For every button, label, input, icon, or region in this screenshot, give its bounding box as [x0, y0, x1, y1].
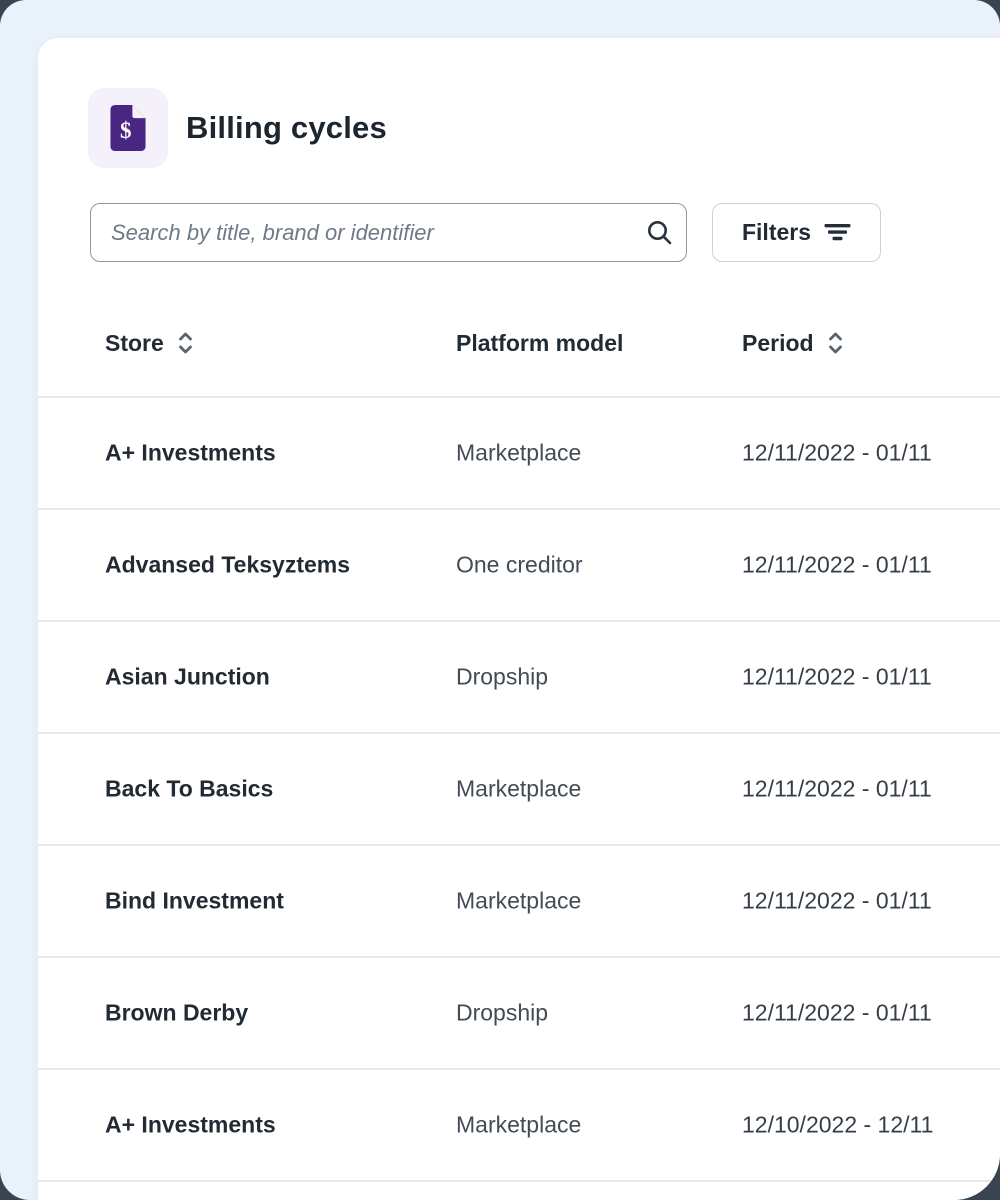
svg-text:$: $: [120, 118, 132, 143]
column-header-platform-model: Platform model: [456, 290, 623, 396]
filters-button[interactable]: Filters: [712, 203, 881, 262]
column-header-period-label: Period: [742, 329, 814, 356]
cell-period: 12/11/2022 - 01/11: [742, 663, 932, 690]
column-header-store[interactable]: Store: [105, 290, 193, 396]
table-body: A+ Investments Marketplace 12/11/2022 - …: [38, 398, 1000, 1182]
cell-period: 12/11/2022 - 01/11: [742, 887, 932, 914]
filter-icon: [824, 223, 851, 242]
cell-platform-model: Marketplace: [456, 439, 582, 466]
billing-cycles-card: $ Billing cycles Filters: [38, 38, 1000, 1200]
table-row[interactable]: Brown Derby Dropship 12/11/2022 - 01/11: [38, 958, 1000, 1070]
column-header-platform-model-label: Platform model: [456, 329, 624, 356]
sort-chevrons-icon: [828, 331, 843, 355]
column-header-store-label: Store: [105, 329, 164, 356]
table-row[interactable]: A+ Investments Marketplace 12/11/2022 - …: [38, 398, 1000, 510]
cell-platform-model: Dropship: [456, 663, 549, 690]
cell-period: 12/10/2022 - 12/11: [742, 1111, 934, 1138]
table-header-row: Store Platform model Period: [38, 290, 1000, 398]
cell-store: A+ Investments: [105, 439, 276, 466]
table-row[interactable]: A+ Investments Marketplace 12/10/2022 - …: [38, 1070, 1000, 1182]
filters-button-label: Filters: [741, 219, 812, 245]
cell-store: Advansed Teksyztems: [105, 551, 351, 578]
cell-store: Brown Derby: [105, 999, 249, 1026]
cell-period: 12/11/2022 - 01/11: [742, 775, 932, 802]
search-box: [90, 203, 687, 262]
table-row[interactable]: Advansed Teksyztems One creditor 12/11/2…: [38, 510, 1000, 622]
cell-platform-model: One creditor: [456, 551, 583, 578]
search-icon: [632, 204, 686, 261]
cell-platform-model: Dropship: [456, 999, 549, 1026]
cell-period: 12/11/2022 - 01/11: [742, 551, 932, 578]
cell-platform-model: Marketplace: [456, 775, 582, 802]
billing-document-dollar-icon: $: [110, 105, 146, 151]
table-row[interactable]: Asian Junction Dropship 12/11/2022 - 01/…: [38, 622, 1000, 734]
billing-icon-tile: $: [88, 88, 168, 168]
cell-platform-model: Marketplace: [456, 1111, 582, 1138]
cell-platform-model: Marketplace: [456, 887, 582, 914]
table-row[interactable]: Back To Basics Marketplace 12/11/2022 - …: [38, 734, 1000, 846]
sort-chevrons-icon: [178, 331, 193, 355]
page-title: Billing cycles: [186, 110, 387, 145]
cell-store: Bind Investment: [105, 887, 284, 914]
cell-store: A+ Investments: [105, 1111, 276, 1138]
cell-period: 12/11/2022 - 01/11: [742, 439, 932, 466]
search-input[interactable]: [91, 204, 632, 261]
column-header-period[interactable]: Period: [742, 290, 843, 396]
cell-store: Asian Junction: [105, 663, 270, 690]
cell-period: 12/11/2022 - 01/11: [742, 999, 932, 1026]
table-row[interactable]: Bind Investment Marketplace 12/11/2022 -…: [38, 846, 1000, 958]
cell-store: Back To Basics: [105, 775, 274, 802]
